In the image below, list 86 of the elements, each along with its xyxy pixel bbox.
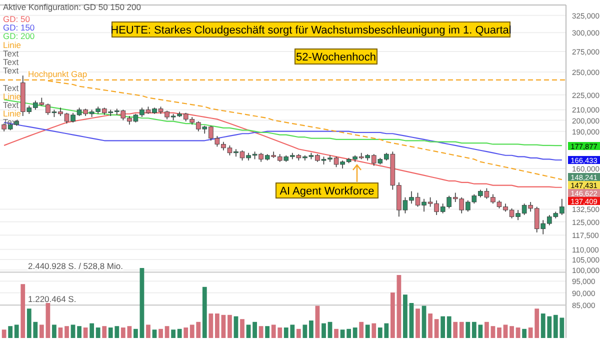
bar bbox=[516, 328, 520, 338]
bar bbox=[440, 316, 446, 338]
line-series bbox=[4, 99, 562, 146]
bar bbox=[434, 319, 439, 338]
bar bbox=[240, 319, 244, 338]
bar bbox=[134, 328, 138, 338]
bar bbox=[302, 324, 308, 338]
bar bbox=[14, 324, 19, 338]
bar bbox=[64, 326, 69, 338]
text: GD: 150 bbox=[3, 22, 35, 33]
bar bbox=[365, 324, 370, 338]
bar bbox=[422, 306, 426, 338]
bar bbox=[484, 322, 489, 338]
annotation: Text bbox=[3, 48, 20, 58]
annotation: Text bbox=[3, 100, 20, 110]
bar bbox=[340, 330, 345, 338]
text: GD: 200 bbox=[3, 31, 35, 42]
bar bbox=[158, 328, 163, 338]
bar bbox=[234, 316, 238, 338]
bar bbox=[252, 322, 257, 338]
bar bbox=[453, 322, 458, 338]
bar bbox=[96, 328, 100, 338]
bar bbox=[221, 314, 226, 338]
bar bbox=[58, 328, 63, 338]
bar bbox=[146, 324, 150, 338]
text: GD: 50 bbox=[3, 14, 30, 24]
bar bbox=[352, 328, 358, 338]
bar bbox=[214, 314, 220, 338]
bar bbox=[208, 314, 214, 338]
bar bbox=[90, 323, 94, 338]
bar bbox=[52, 324, 56, 338]
bar bbox=[510, 326, 514, 338]
bar bbox=[296, 328, 301, 338]
bar bbox=[177, 328, 182, 338]
bar bbox=[446, 316, 452, 338]
bar bbox=[8, 326, 13, 338]
bar bbox=[328, 322, 332, 338]
bar bbox=[246, 324, 251, 338]
ref-line-label: 2.440.928 S. / 528,8 Mio. bbox=[28, 261, 123, 272]
bar bbox=[184, 328, 188, 338]
annotation: AI Agent Workforce bbox=[280, 186, 374, 198]
bar bbox=[490, 326, 496, 338]
bar bbox=[396, 275, 402, 338]
bar bbox=[497, 328, 502, 338]
chart-subtitle: Aktive Konfiguration: GD 50 150 200 bbox=[3, 2, 142, 12]
bar bbox=[140, 268, 144, 338]
bar bbox=[102, 326, 107, 338]
ref-line-label: Hochpunkt Gap bbox=[28, 68, 88, 79]
annotation: Text bbox=[3, 82, 20, 93]
bar bbox=[466, 322, 470, 338]
bar bbox=[152, 330, 157, 338]
bar bbox=[359, 322, 364, 338]
bar bbox=[2, 330, 6, 338]
bar bbox=[309, 320, 314, 338]
annotation: Text bbox=[3, 66, 20, 76]
bar bbox=[372, 323, 376, 338]
annotation: Linie bbox=[3, 108, 22, 119]
bar bbox=[171, 330, 176, 338]
bar bbox=[459, 322, 464, 338]
bar bbox=[409, 303, 414, 338]
bar bbox=[164, 326, 170, 338]
bar bbox=[228, 314, 232, 338]
bar bbox=[334, 328, 338, 338]
annotation: Linie bbox=[3, 91, 22, 102]
bar bbox=[522, 328, 527, 338]
bar bbox=[390, 292, 395, 338]
bar bbox=[39, 324, 44, 338]
bar bbox=[322, 323, 326, 338]
bar bbox=[202, 286, 207, 338]
annotation: 52-Wochenhoch bbox=[296, 52, 376, 64]
bar bbox=[265, 326, 270, 338]
bar bbox=[20, 284, 26, 338]
bar bbox=[403, 294, 408, 338]
annotation: Linie bbox=[3, 40, 22, 50]
ref-line-label: 1.220.464 S. bbox=[28, 294, 76, 304]
bar bbox=[503, 324, 508, 338]
bar bbox=[315, 306, 320, 338]
bar bbox=[346, 328, 352, 338]
bar bbox=[83, 328, 88, 338]
bar bbox=[428, 314, 432, 338]
bar bbox=[46, 303, 50, 338]
bar bbox=[258, 326, 264, 338]
bar bbox=[416, 308, 420, 338]
bar bbox=[70, 324, 76, 338]
annotation: Text bbox=[3, 57, 20, 67]
bar bbox=[77, 326, 82, 338]
